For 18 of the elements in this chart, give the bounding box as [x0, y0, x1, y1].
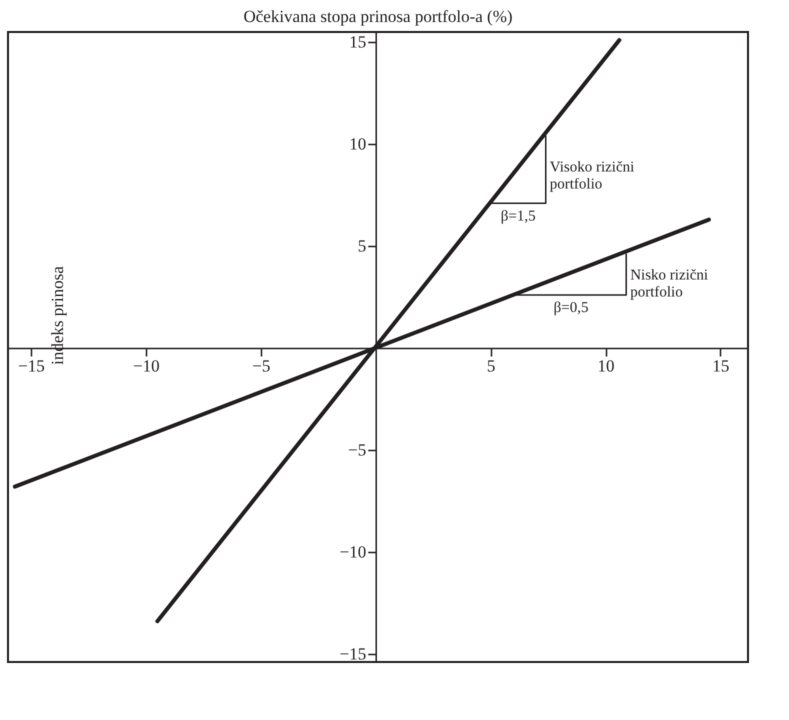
- annotation: β=0,5: [554, 300, 588, 316]
- x-tick-label: −15: [18, 356, 45, 376]
- x-tick-label: 5: [486, 356, 496, 376]
- y-axis-title: indeks prinosa: [48, 266, 67, 365]
- y-tick-label: 10: [349, 134, 366, 154]
- x-tick-label: 10: [598, 356, 615, 376]
- x-tick-label: −5: [252, 356, 270, 376]
- x-tick-label: −10: [133, 356, 160, 376]
- chart-title: Očekivana stopa prinosa portfolo-a (%): [243, 7, 513, 26]
- x-tick-label: 15: [712, 356, 730, 376]
- y-tick-label: −5: [348, 440, 366, 460]
- annotation: Nisko rizični portfolio: [630, 268, 708, 301]
- y-tick-label: 5: [358, 236, 366, 256]
- y-tick-label: −15: [340, 644, 366, 664]
- y-tick-label: −10: [340, 542, 366, 562]
- y-tick-label: 15: [349, 32, 366, 52]
- annotation: β=1,5: [500, 208, 536, 224]
- annotation: Visoko rizični portfolio: [550, 160, 634, 193]
